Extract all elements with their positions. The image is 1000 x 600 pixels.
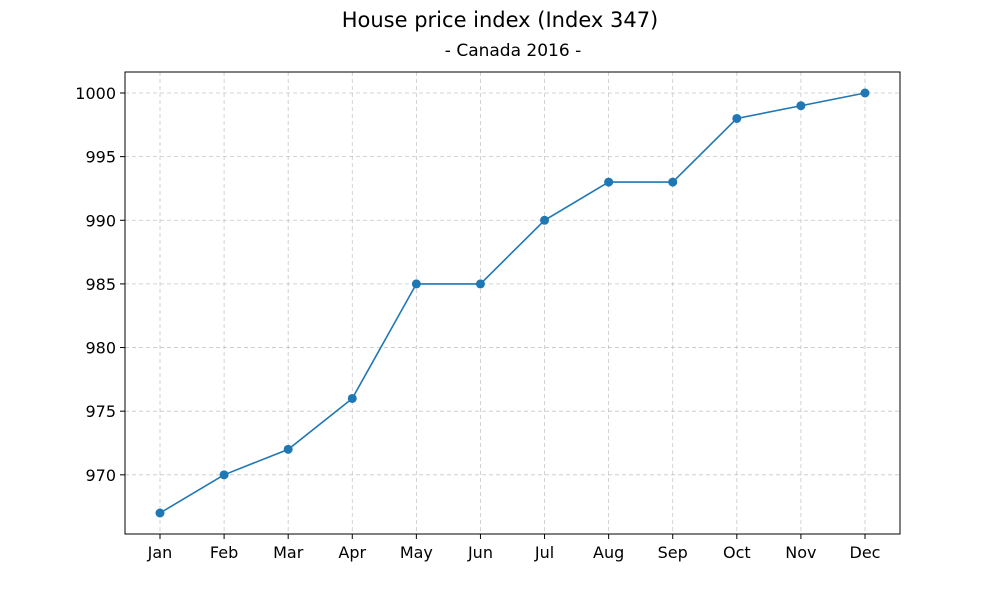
chart-subtitle: - Canada 2016 - xyxy=(444,41,582,61)
x-tick-label: Oct xyxy=(723,543,751,562)
data-point xyxy=(604,177,614,187)
y-tick-label: 970 xyxy=(85,466,116,485)
data-point xyxy=(540,215,550,225)
x-tick-label: May xyxy=(400,543,433,562)
chart-title: House price index (Index 347) xyxy=(341,8,659,32)
data-point xyxy=(347,393,357,403)
y-tick-label: 990 xyxy=(85,211,116,230)
y-tick-label: 995 xyxy=(85,148,116,167)
x-tick-label: Nov xyxy=(785,543,816,562)
x-tick-label: Jun xyxy=(467,543,493,562)
x-tick-label: Dec xyxy=(850,543,881,562)
y-tick-label: 1000 xyxy=(75,84,116,103)
x-tick-label: Apr xyxy=(338,543,366,562)
y-tick-label: 980 xyxy=(85,339,116,358)
data-point xyxy=(283,444,293,454)
x-tick-label: Jan xyxy=(147,543,173,562)
x-tick-label: Sep xyxy=(658,543,688,562)
series-line xyxy=(159,92,866,514)
x-tick-label: Mar xyxy=(273,543,304,562)
x-tick-label: Aug xyxy=(593,543,624,562)
data-point xyxy=(668,177,678,187)
data-point xyxy=(411,279,421,289)
y-tick-label: 975 xyxy=(85,402,116,421)
x-tick-label: Jul xyxy=(534,543,554,562)
data-point xyxy=(860,88,870,98)
data-point xyxy=(219,470,229,480)
data-point xyxy=(796,101,806,111)
plot-frame xyxy=(124,71,901,535)
data-point xyxy=(155,508,165,518)
x-tick-label: Feb xyxy=(210,543,238,562)
y-tick-label: 985 xyxy=(85,275,116,294)
data-point xyxy=(475,279,485,289)
data-point xyxy=(732,113,742,123)
